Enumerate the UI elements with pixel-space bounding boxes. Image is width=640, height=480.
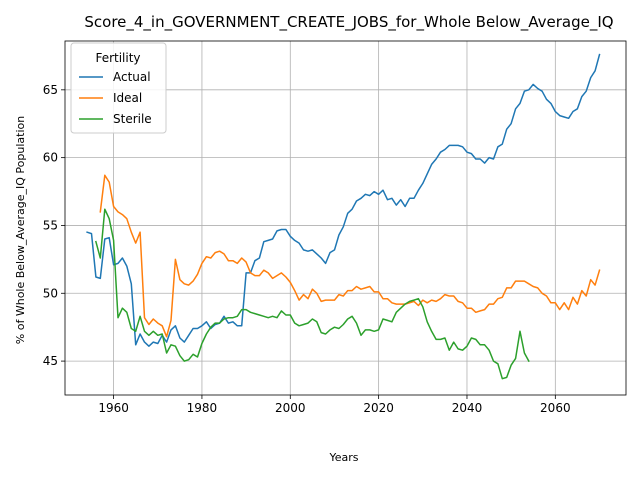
- series-line-sterile: [94, 208, 530, 380]
- y-axis-label: % of Whole Below_Average_IQ Population: [14, 116, 27, 344]
- y-tick-label: 50: [43, 286, 58, 300]
- legend: Fertility Actual Ideal Sterile: [70, 42, 167, 134]
- x-tick-label: 2060: [540, 401, 571, 415]
- y-tick-label: 60: [43, 151, 58, 165]
- y-tick-label: 65: [43, 83, 58, 97]
- x-tick-label: 1980: [187, 401, 218, 415]
- chart-title: Score_4_in_GOVERNMENT_CREATE_JOBS_for_Wh…: [84, 13, 613, 32]
- y-tick-label: 55: [43, 218, 58, 232]
- x-tick-label: 2020: [363, 401, 394, 415]
- legend-label-sterile: Sterile: [113, 112, 152, 126]
- grid-lines: [65, 41, 626, 395]
- x-axis-label: Years: [328, 451, 358, 464]
- series-line-ideal: [99, 174, 601, 338]
- axis-ticks: 1960 1980 2000 2020 2040 2060 45 50 55 60 65: [43, 83, 571, 415]
- series-layer: [86, 53, 601, 380]
- legend-box: [70, 42, 167, 134]
- legend-label-actual: Actual: [113, 70, 151, 84]
- y-tick-label: 45: [43, 354, 58, 368]
- legend-label-ideal: Ideal: [113, 91, 142, 105]
- series-line-actual: [86, 53, 601, 347]
- legend-title: Fertility: [95, 51, 140, 65]
- x-tick-label: 2000: [275, 401, 306, 415]
- x-tick-label: 2040: [452, 401, 483, 415]
- x-tick-label: 1960: [98, 401, 129, 415]
- plot-frame: [64, 40, 627, 396]
